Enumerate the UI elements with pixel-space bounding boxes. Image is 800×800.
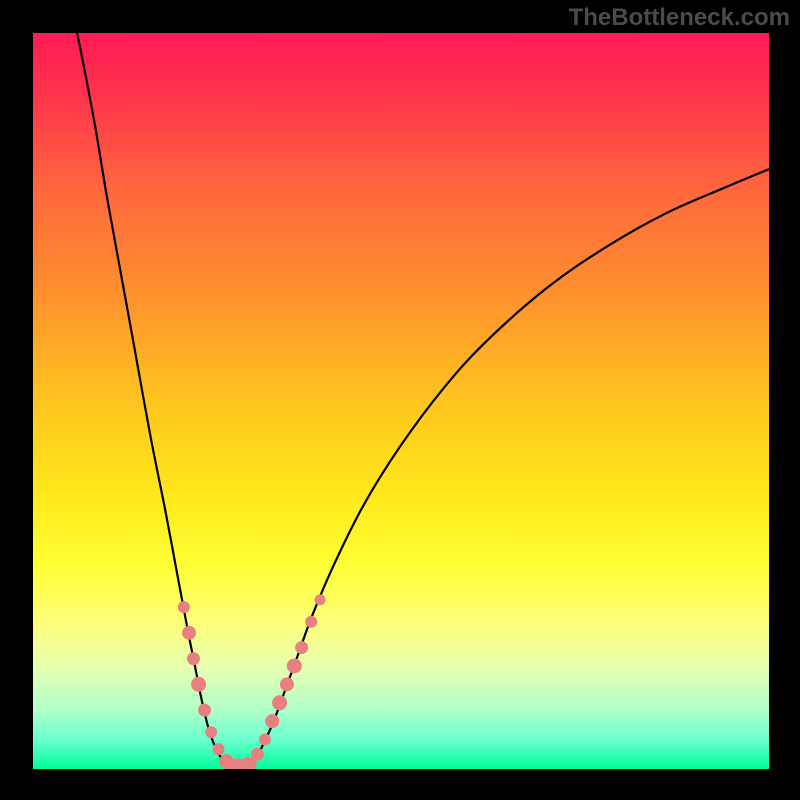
data-marker [251,748,264,761]
data-marker [212,743,224,755]
data-marker [265,714,279,728]
data-marker [315,594,326,605]
marker-group [178,594,326,769]
bottleneck-curve-left [77,33,239,769]
data-marker [191,677,206,692]
data-marker [295,641,308,654]
chart-container: TheBottleneck.com [0,0,800,800]
data-marker [182,626,196,640]
data-marker [280,677,294,691]
curve-layer [33,33,769,769]
data-marker [259,734,271,746]
bottleneck-curve-right [239,169,769,769]
data-marker [187,652,200,665]
data-marker [178,601,190,613]
data-marker [198,704,211,717]
watermark-text: TheBottleneck.com [569,4,790,32]
data-marker [272,695,287,710]
data-marker [287,658,302,673]
data-marker [205,726,217,738]
data-marker [305,616,317,628]
plot-area [33,33,769,769]
